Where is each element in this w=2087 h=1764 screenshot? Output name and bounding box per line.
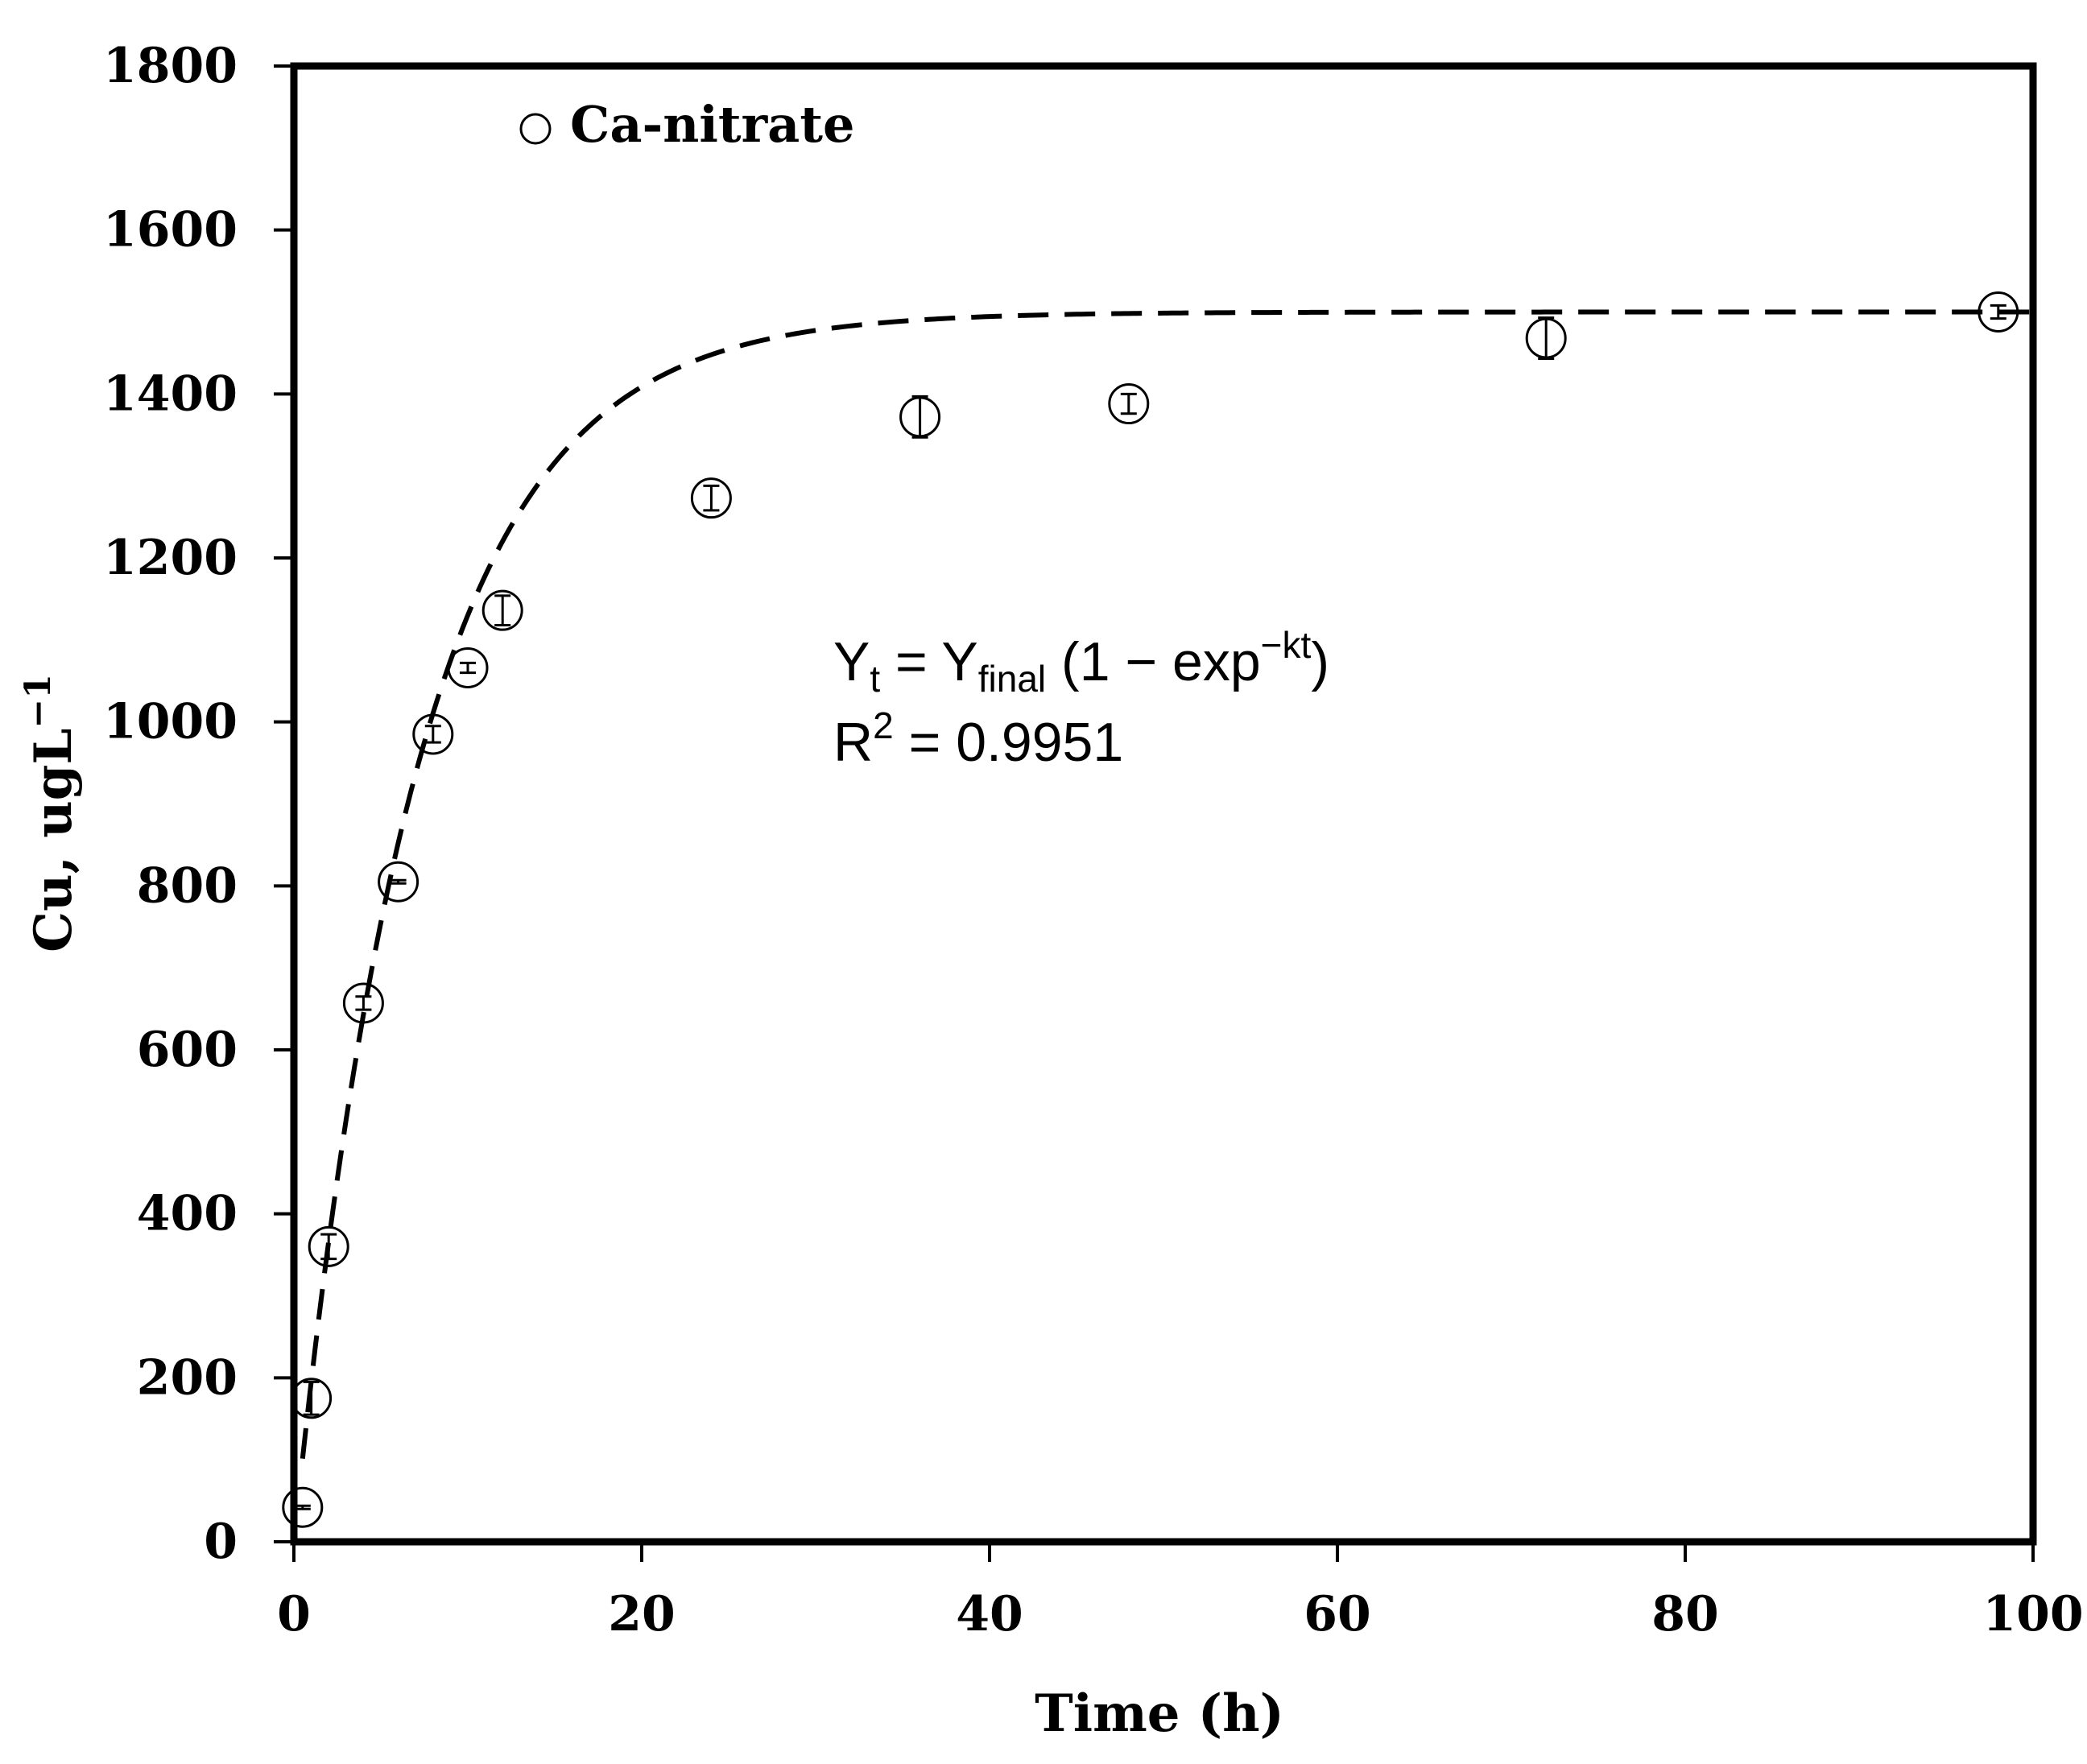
legend: Ca-nitrate <box>519 95 854 154</box>
eq-final-sub: final <box>978 658 1046 700</box>
y-tick-label: 600 <box>137 1022 238 1078</box>
data-point <box>1108 383 1150 425</box>
x-axis-ticks: 0 20 40 60 80 100 <box>277 1542 2084 1642</box>
data-point <box>1977 291 2019 333</box>
legend-marker <box>519 113 552 145</box>
plot-frame <box>290 62 2037 1546</box>
point-marker <box>342 982 384 1024</box>
point-marker <box>1977 291 2019 333</box>
data-point <box>1525 316 1567 361</box>
y-axis-ticks: 0 200 400 600 800 1000 1200 1400 1600 1800 <box>103 38 294 1570</box>
data-point <box>481 589 523 631</box>
point-marker <box>308 1225 349 1267</box>
y-axis-title: Cu, ugL−1 <box>18 674 84 952</box>
y-tick-label: 1200 <box>103 530 238 586</box>
y-tick-label: 1400 <box>103 366 238 422</box>
eq-mid: = Y <box>880 631 978 692</box>
data-point <box>291 1378 333 1419</box>
x-tick-label: 100 <box>1982 1586 2083 1642</box>
eq-y-sub: t <box>870 658 880 700</box>
r2-sup: 2 <box>873 704 894 746</box>
point-marker <box>481 589 523 631</box>
point-marker <box>690 477 732 519</box>
eq-exp-sup: −kt <box>1261 624 1312 666</box>
point-marker <box>412 713 454 755</box>
fit-curve <box>300 309 2033 1460</box>
eq-close: ) <box>1311 631 1329 692</box>
data-point <box>378 861 419 903</box>
legend-label: Ca-nitrate <box>570 95 854 154</box>
x-tick-label: 40 <box>956 1586 1023 1642</box>
data-point <box>342 982 384 1024</box>
x-axis-title: Time (h) <box>1035 1683 1284 1744</box>
r2-value: = 0.9951 <box>894 712 1123 773</box>
data-point <box>690 477 732 519</box>
point-marker <box>447 647 489 688</box>
y-tick-label: 1600 <box>103 202 238 258</box>
data-point <box>447 647 489 688</box>
y-title-sup: −1 <box>18 674 59 728</box>
y-tick-label: 0 <box>204 1514 238 1570</box>
point-marker <box>378 861 419 903</box>
fit-equation: Yt = Yfinal (1 − exp−kt) <box>833 624 1329 700</box>
r2-r: R <box>833 712 873 773</box>
y-tick-label: 400 <box>137 1186 238 1242</box>
eq-y: Y <box>833 631 870 692</box>
data-point <box>899 395 941 439</box>
x-tick-label: 20 <box>608 1586 676 1642</box>
x-tick-label: 60 <box>1304 1586 1371 1642</box>
y-tick-label: 800 <box>137 857 238 914</box>
x-tick-label: 0 <box>277 1586 311 1642</box>
r-squared: R2 = 0.9951 <box>833 704 1123 773</box>
eq-paren: (1 − exp <box>1046 631 1261 692</box>
y-title-main: Cu, ugL <box>23 729 84 952</box>
point-marker <box>291 1378 333 1419</box>
data-point <box>282 1486 324 1528</box>
y-tick-label: 1000 <box>103 694 238 750</box>
data-point <box>308 1225 349 1267</box>
y-tick-label: 200 <box>137 1349 238 1406</box>
point-marker <box>1108 383 1150 425</box>
point-marker <box>282 1486 324 1528</box>
data-points <box>282 291 2019 1528</box>
data-point <box>412 713 454 755</box>
y-tick-label: 1800 <box>103 38 238 94</box>
x-tick-label: 80 <box>1651 1586 1719 1642</box>
